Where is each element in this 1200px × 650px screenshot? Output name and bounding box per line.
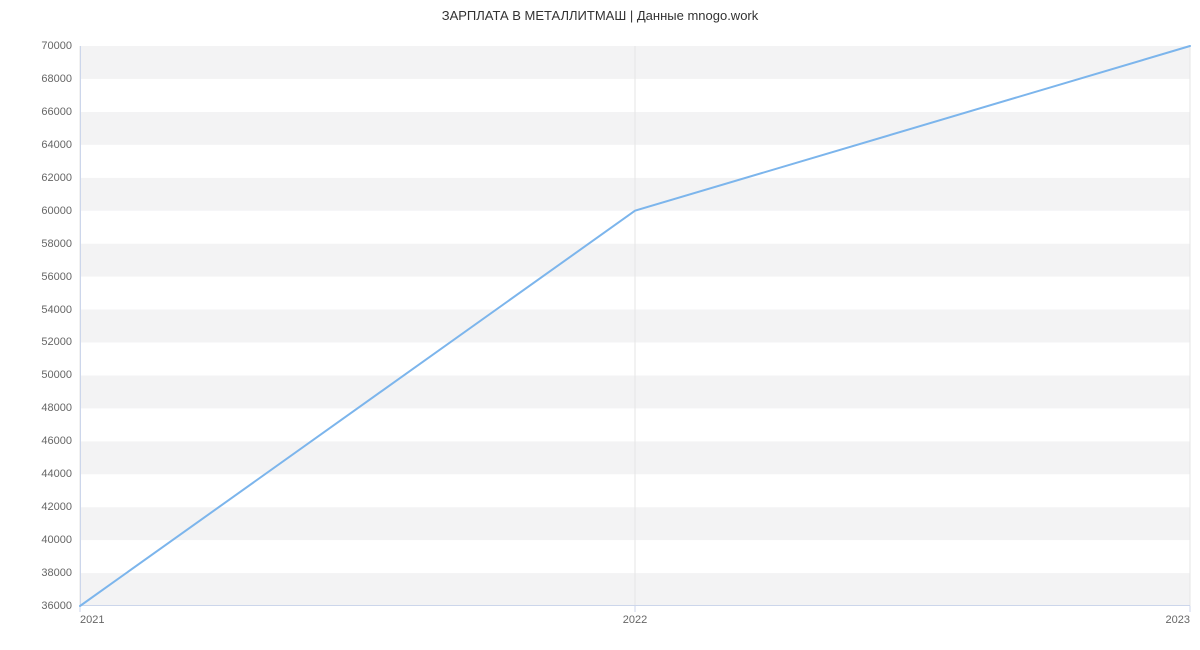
x-tick-label: 2023 xyxy=(1166,614,1190,626)
x-tick-label: 2021 xyxy=(80,614,104,626)
y-tick-label: 70000 xyxy=(41,40,72,52)
y-tick-label: 54000 xyxy=(41,304,72,316)
y-tick-label: 68000 xyxy=(41,73,72,85)
x-tick-label: 2022 xyxy=(623,614,647,626)
y-tick-label: 60000 xyxy=(41,205,72,217)
y-tick-label: 52000 xyxy=(41,336,72,348)
chart-title: ЗАРПЛАТА В МЕТАЛЛИТМАШ | Данные mnogo.wo… xyxy=(0,8,1200,23)
y-tick-label: 58000 xyxy=(41,238,72,250)
y-tick-label: 48000 xyxy=(41,402,72,414)
y-tick-label: 62000 xyxy=(41,172,72,184)
y-tick-label: 38000 xyxy=(41,567,72,579)
y-tick-label: 44000 xyxy=(41,468,72,480)
y-tick-label: 64000 xyxy=(41,139,72,151)
y-tick-label: 42000 xyxy=(41,501,72,513)
plot-svg xyxy=(80,46,1190,614)
y-tick-label: 50000 xyxy=(41,369,72,381)
y-tick-label: 66000 xyxy=(41,106,72,118)
y-tick-label: 40000 xyxy=(41,534,72,546)
plot-area: 3600038000400004200044000460004800050000… xyxy=(80,46,1190,606)
y-tick-label: 56000 xyxy=(41,271,72,283)
y-tick-label: 36000 xyxy=(41,600,72,612)
chart-container: ЗАРПЛАТА В МЕТАЛЛИТМАШ | Данные mnogo.wo… xyxy=(0,0,1200,650)
y-tick-label: 46000 xyxy=(41,435,72,447)
